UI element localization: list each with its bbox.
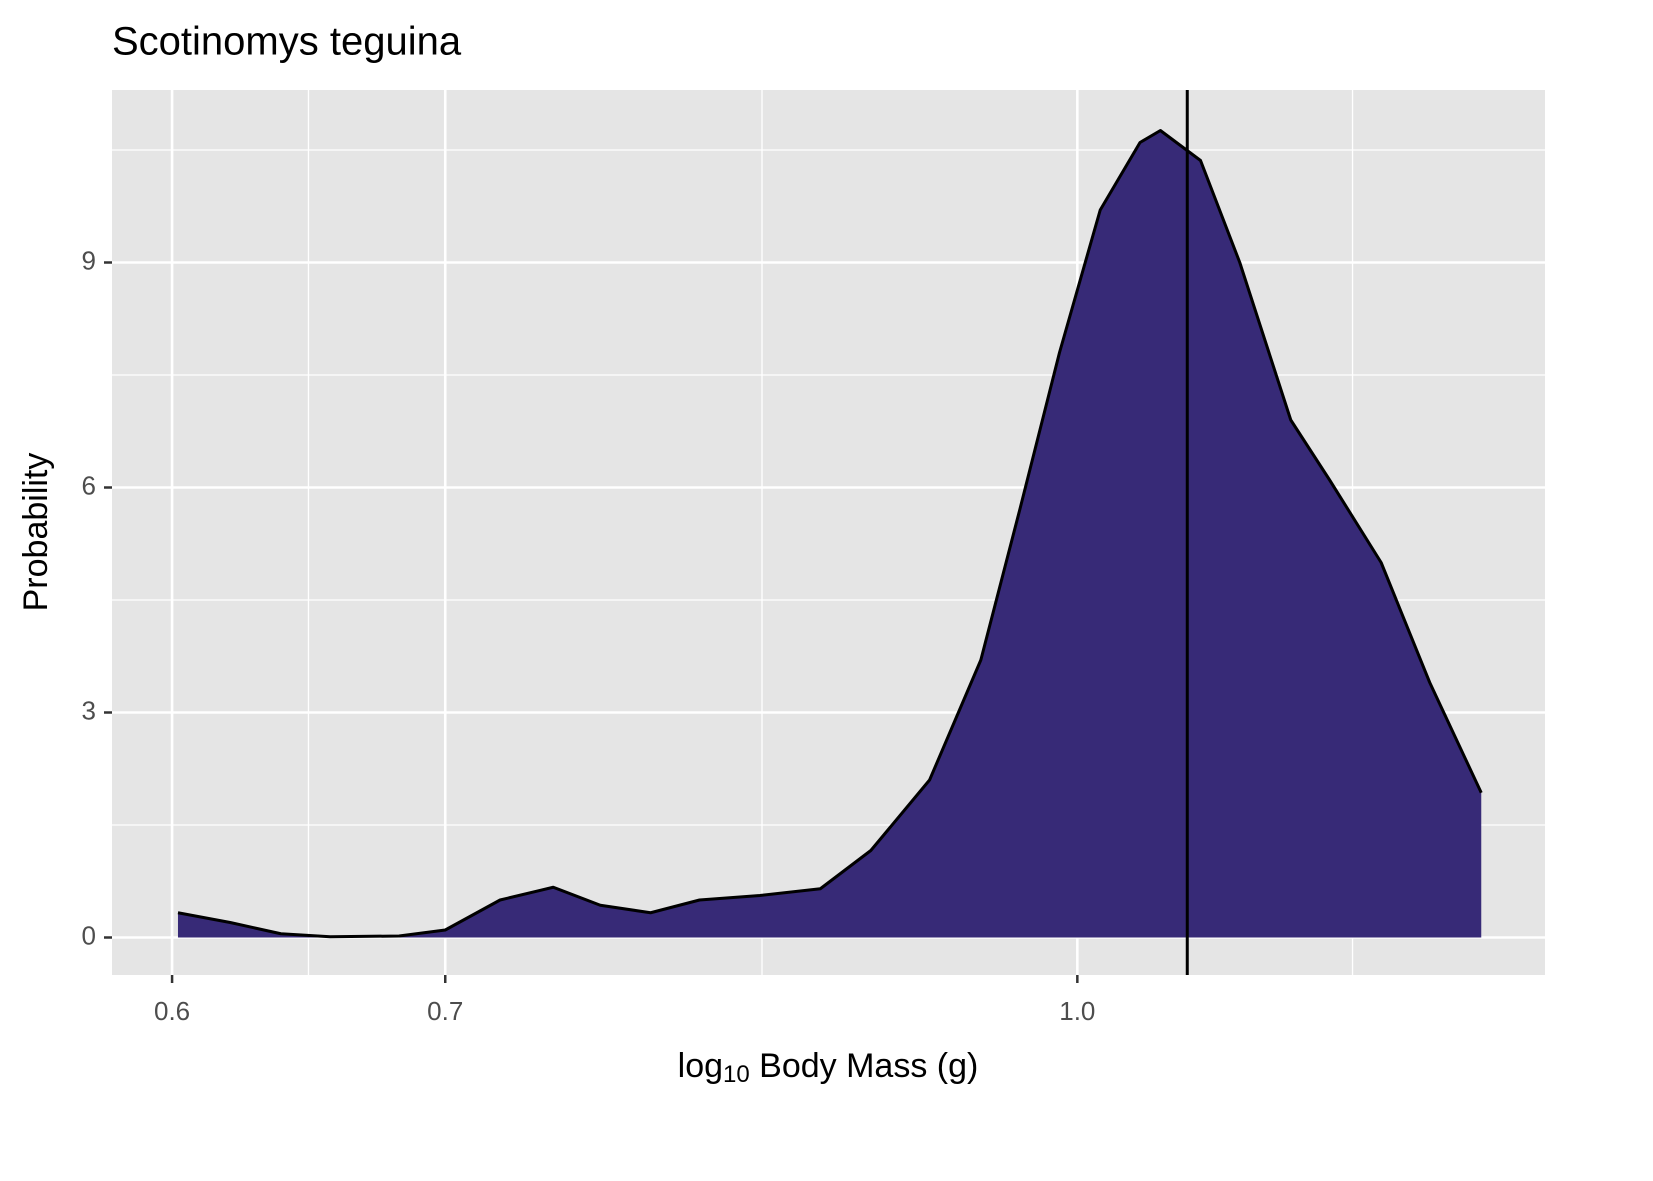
density-line [177, 129, 1483, 939]
y-tick-label: 0 [82, 920, 96, 950]
density-area [177, 130, 1482, 938]
y-axis-label: Probability [17, 453, 55, 612]
x-tick-label: 0.6 [154, 996, 190, 1026]
y-tick-label: 3 [82, 695, 96, 725]
x-tick-label: 1.0 [1059, 996, 1095, 1026]
y-tick-label: 9 [82, 245, 96, 275]
x-tick-label: 0.7 [427, 996, 463, 1026]
x-axis-label: log10 Body Mass (g) [678, 1047, 979, 1088]
x-label-sub: 10 [723, 1061, 750, 1088]
x-label-part: log [678, 1047, 723, 1085]
y-tick-label: 6 [82, 470, 96, 500]
x-label-part: Body Mass (g) [750, 1047, 979, 1085]
chart-title: Scotinomys teguina [112, 20, 462, 64]
